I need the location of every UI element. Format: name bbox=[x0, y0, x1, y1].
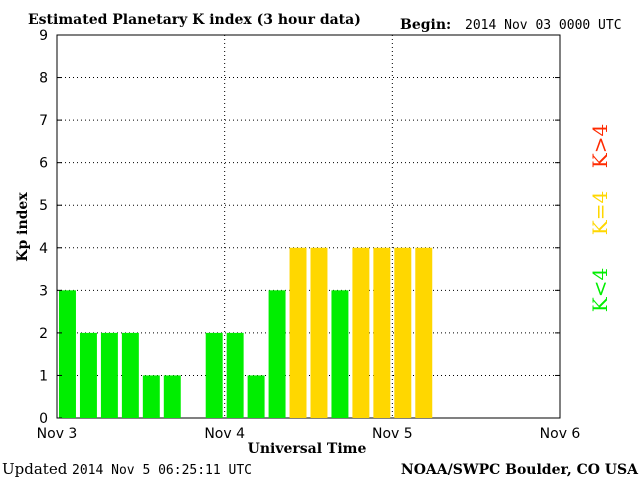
legend-equal4: K=4 bbox=[588, 191, 612, 235]
y-tick-label: 1 bbox=[39, 368, 48, 384]
begin-label: Begin: bbox=[400, 17, 451, 33]
y-tick-label: 7 bbox=[39, 113, 48, 129]
y-tick-label: 0 bbox=[39, 411, 48, 427]
y-tick-label: 6 bbox=[39, 156, 48, 172]
kp-bar bbox=[121, 332, 139, 418]
legend-above4: K>4 bbox=[588, 124, 612, 168]
y-tick-label: 9 bbox=[39, 28, 48, 44]
kp-bar bbox=[100, 332, 118, 418]
kp-bar bbox=[226, 332, 244, 418]
kp-bar bbox=[205, 332, 223, 418]
kp-bar bbox=[352, 247, 370, 418]
x-tick-label: Nov 6 bbox=[540, 426, 581, 442]
legend-below4: K<4 bbox=[588, 268, 612, 312]
y-tick-labels: 0 1 2 3 4 5 6 7 8 9 bbox=[39, 28, 560, 427]
begin-value: 2014 Nov 03 0000 UTC bbox=[465, 18, 622, 33]
y-tick-label: 5 bbox=[39, 198, 48, 214]
x-axis-label: Universal Time bbox=[248, 441, 367, 457]
kp-bar bbox=[394, 247, 412, 418]
updated-label: Updated bbox=[2, 460, 68, 478]
kp-bar bbox=[373, 247, 391, 418]
x-tick-label: Nov 3 bbox=[37, 426, 78, 442]
kp-bar bbox=[247, 375, 265, 418]
kp-bar bbox=[310, 247, 328, 418]
kp-bar bbox=[415, 247, 433, 418]
x-tick-label: Nov 5 bbox=[372, 426, 413, 442]
kp-bar bbox=[289, 247, 307, 418]
credit-text: NOAA/SWPC Boulder, CO USA bbox=[401, 462, 639, 478]
updated-value: 2014 Nov 5 06:25:11 UTC bbox=[72, 463, 252, 478]
kp-bar bbox=[142, 375, 160, 418]
x-tick-label: Nov 4 bbox=[204, 426, 245, 442]
kp-bar bbox=[163, 375, 181, 418]
bar-series bbox=[59, 247, 433, 418]
y-tick-label: 2 bbox=[39, 326, 48, 342]
chart-title: Estimated Planetary K index (3 hour data… bbox=[28, 12, 361, 28]
y-tick-label: 8 bbox=[39, 71, 48, 87]
y-axis-label: Kp index bbox=[15, 192, 31, 262]
y-tick-label: 4 bbox=[39, 241, 48, 257]
y-tick-label: 3 bbox=[39, 283, 48, 299]
plot-frame bbox=[56, 34, 561, 419]
kp-bar bbox=[59, 290, 76, 418]
kp-bar bbox=[79, 332, 97, 418]
kp-bar bbox=[331, 290, 349, 418]
kp-bar bbox=[268, 290, 286, 418]
x-tick-labels: Nov 3 Nov 4 Nov 5 Nov 6 bbox=[37, 426, 581, 442]
